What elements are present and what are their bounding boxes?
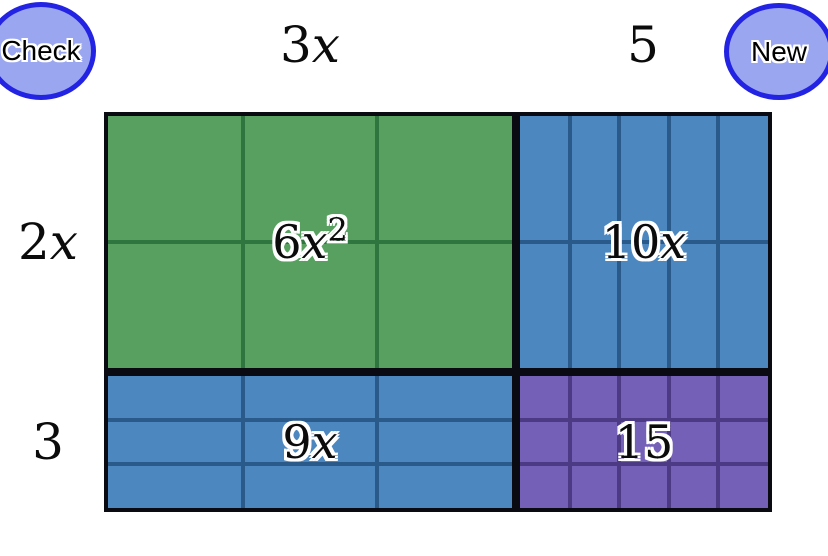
grid-line [520, 240, 768, 244]
quadrant-6x2-label: 6x2 [272, 211, 348, 269]
quadrant-6x2[interactable]: 6x2 [108, 116, 512, 368]
new-button[interactable]: New [724, 3, 828, 100]
new-button-label: New [750, 35, 807, 67]
row-label-3: 3 [0, 372, 96, 512]
grid-line [108, 418, 512, 422]
grid-line [716, 376, 721, 508]
grid-line [567, 376, 572, 508]
grid-line [520, 418, 768, 422]
grid-line [108, 462, 512, 466]
row-label-3-number: 3 [32, 413, 64, 471]
grid-line [617, 376, 622, 508]
grid-line [108, 240, 512, 244]
column-label-3x-variable: x [311, 16, 340, 74]
column-label-5: 5 [517, 8, 769, 82]
column-label-3x-number: 3 [279, 16, 312, 74]
quadrant-9x-label: 9x [282, 415, 338, 469]
check-button-label: Check [1, 35, 81, 66]
quadrant-15[interactable]: 15 [520, 376, 768, 508]
grid-line [375, 376, 380, 508]
quadrant-10x[interactable]: 10x [520, 116, 768, 368]
quadrant-9x[interactable]: 9x [108, 376, 512, 508]
row-label-2x-number: 2 [17, 213, 50, 271]
grid-line [520, 462, 768, 466]
row-label-2x-variable: x [49, 213, 78, 271]
column-label-5-number: 5 [627, 16, 659, 74]
grid-line [666, 376, 671, 508]
area-model-grid: 6x2 10x 9x 15 [104, 112, 772, 512]
quadrant-10x-label: 10x [601, 215, 687, 269]
quadrant-15-label: 15 [614, 415, 674, 469]
check-button[interactable]: Check [0, 2, 96, 100]
grid-line [240, 376, 245, 508]
